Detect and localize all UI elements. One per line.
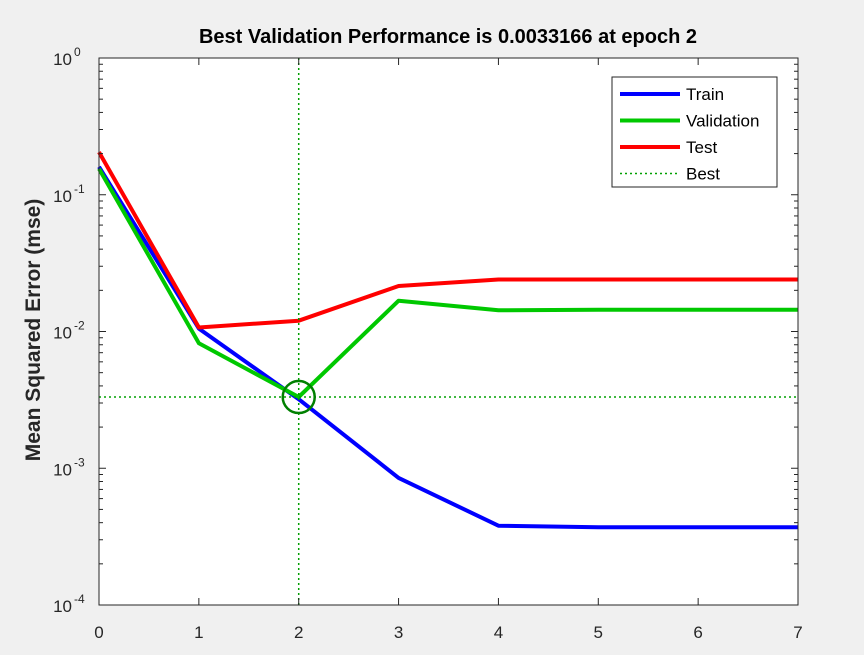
series-layer [97,151,798,530]
x-tick-label: 5 [594,623,603,642]
y-tick-label: 10 [53,460,72,479]
chart-title: Best Validation Performance is 0.0033166… [199,26,697,48]
x-tick-label: 1 [194,623,203,642]
y-tick-exponent: -3 [74,455,85,469]
y-axis-label: Mean Squared Error (mse) [22,199,45,462]
legend-label-train: Train [686,85,724,104]
x-tick-label: 0 [94,623,103,642]
best-point-marker [281,379,316,415]
series-line-validation [97,167,798,399]
x-tick-label: 4 [494,623,503,642]
best-markers [99,58,798,605]
series-line-test [97,151,798,330]
legend-label-best: Best [686,165,720,184]
legend: Train Validation Test Best [611,76,778,188]
y-tick-label: 10 [53,597,72,616]
y-tick-exponent: -1 [74,182,85,196]
legend-label-validation: Validation [686,112,759,131]
y-tick-exponent: -2 [74,319,85,333]
series-line-train [97,165,798,530]
x-tick-label: 2 [294,623,303,642]
y-tick-exponent: -4 [74,592,85,606]
y-tick-label: 10 [53,50,72,69]
y-tick-exponent: 0 [74,45,81,59]
legend-label-test: Test [686,138,717,157]
x-tick-label: 7 [793,623,802,642]
y-tick-label: 10 [53,187,72,206]
x-tick-label: 6 [693,623,702,642]
y-tick-label: 10 [53,324,72,343]
x-tick-label: 3 [394,623,403,642]
